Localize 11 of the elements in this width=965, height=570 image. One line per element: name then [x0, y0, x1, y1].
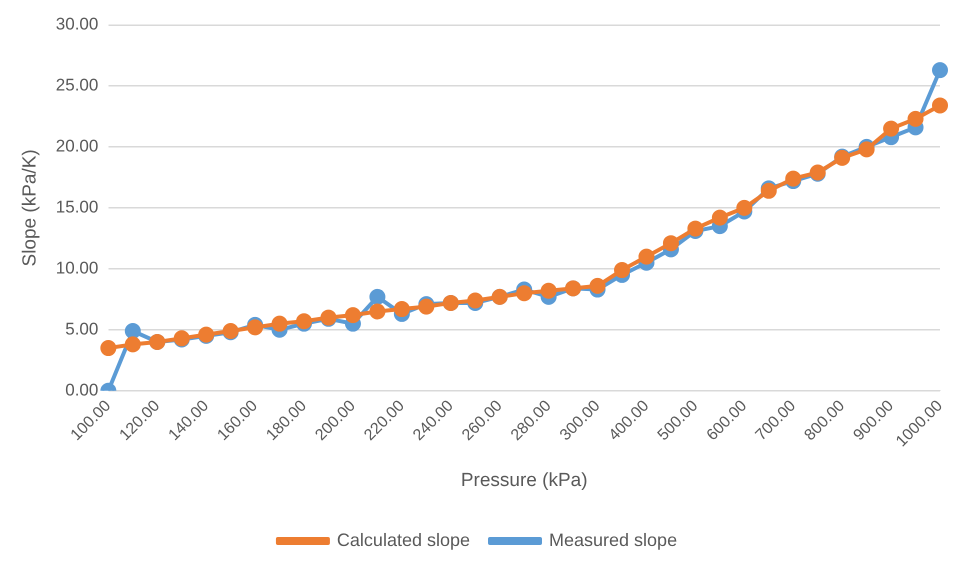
y-axis-title: Slope (kPa/K): [20, 149, 41, 266]
y-tick-label: 30.00: [56, 14, 98, 34]
legend-label: Measured slope: [549, 530, 678, 550]
y-tick-label: 0.00: [65, 380, 98, 400]
legend-label: Calculated slope: [336, 530, 470, 550]
y-tick-label: 25.00: [56, 76, 98, 95]
y-tick-label: 5.00: [65, 319, 98, 338]
y-tick-label: 20.00: [56, 136, 98, 156]
y-tick-label: 10.00: [56, 258, 98, 278]
y-tick-label: 15.00: [56, 198, 98, 217]
x-axis-title: Pressure (kPa): [460, 470, 588, 491]
